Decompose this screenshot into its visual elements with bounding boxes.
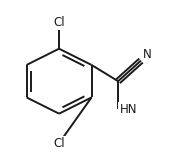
Text: Cl: Cl xyxy=(53,137,65,150)
Text: N: N xyxy=(143,48,152,61)
Text: HN: HN xyxy=(120,103,137,116)
Text: Cl: Cl xyxy=(53,16,65,29)
